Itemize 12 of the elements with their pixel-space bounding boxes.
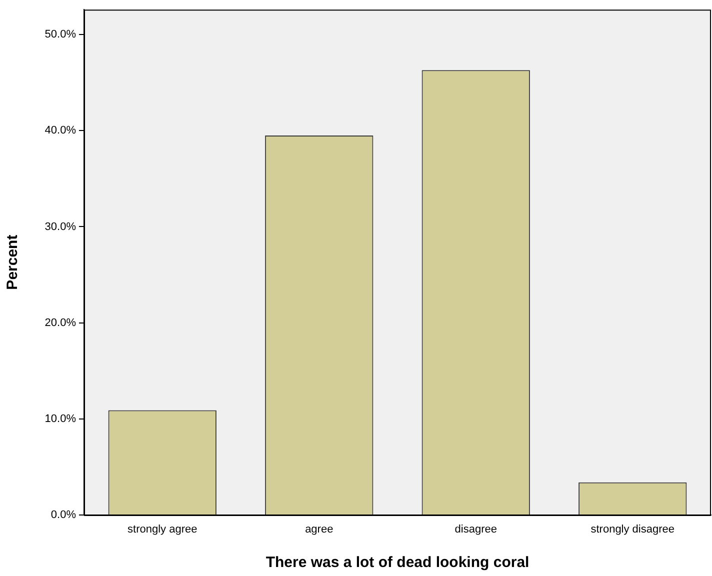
- x-axis-title: There was a lot of dead looking coral: [266, 554, 530, 572]
- y-tick-label: 50.0%: [44, 28, 76, 41]
- y-tick-label: 0.0%: [50, 509, 76, 522]
- x-tick-label: strongly agree: [128, 524, 198, 536]
- y-tick-label: 40.0%: [44, 124, 76, 137]
- x-tick-label: agree: [305, 524, 334, 536]
- y-tick-label: 10.0%: [44, 412, 76, 425]
- y-tick-label: 30.0%: [44, 220, 76, 233]
- y-tick-label: 20.0%: [44, 316, 76, 329]
- x-tick-label: strongly disagree: [590, 524, 675, 536]
- x-tick-label: disagree: [454, 524, 497, 536]
- y-axis-title: Percent: [4, 234, 22, 290]
